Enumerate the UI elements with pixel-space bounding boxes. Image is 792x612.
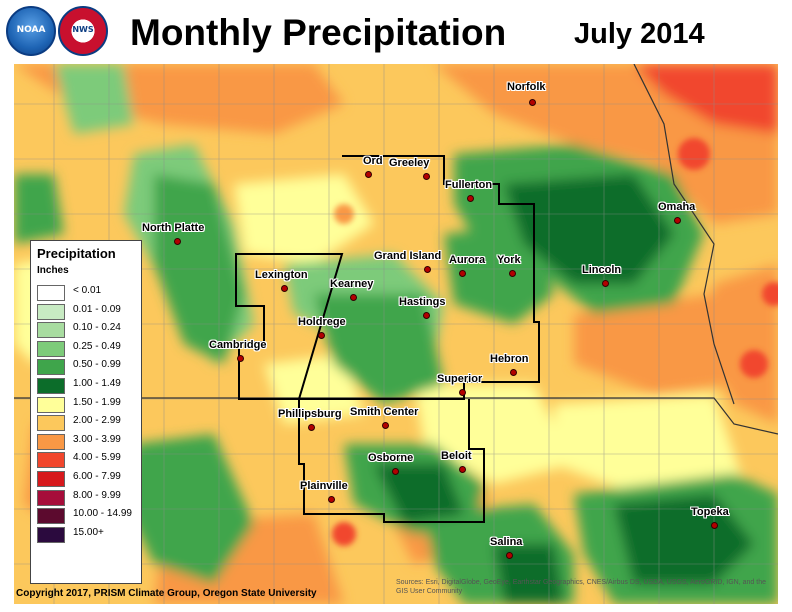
legend-label: 10.00 - 14.99 — [73, 508, 132, 520]
city-label: Omaha — [658, 201, 696, 213]
city-marker — [350, 294, 357, 301]
map-sources: Sources: Esri, DigitalGlobe, GeoEye, Ear… — [396, 579, 766, 595]
city-marker — [459, 270, 466, 277]
legend-swatch — [37, 526, 65, 543]
city-label: Lincoln — [582, 264, 622, 276]
legend-title: Precipitation — [37, 246, 116, 261]
legend-swatch — [37, 489, 65, 506]
city-label: Holdrege — [298, 316, 346, 328]
city-label: Osborne — [368, 452, 414, 464]
city-marker — [423, 173, 430, 180]
legend-swatch — [37, 415, 65, 432]
city-marker — [509, 270, 516, 277]
map-title: Monthly Precipitation — [130, 12, 507, 53]
legend-label: 2.00 - 2.99 — [73, 415, 121, 427]
legend-swatch — [37, 452, 65, 469]
legend-label: 4.00 - 5.99 — [73, 452, 121, 464]
legend-swatch — [37, 470, 65, 487]
city-marker — [529, 99, 536, 106]
city-marker — [281, 285, 288, 292]
city-label: Superior — [437, 373, 483, 385]
noaa-logo: NOAA — [6, 6, 56, 56]
city-label: Salina — [490, 536, 523, 548]
city-marker — [506, 552, 513, 559]
city-label: Phillipsburg — [278, 408, 342, 420]
legend-swatch — [37, 285, 65, 301]
legend-label: 6.00 - 7.99 — [73, 470, 121, 482]
city-marker — [308, 424, 315, 431]
legend-swatch — [37, 433, 65, 450]
city-label: Fullerton — [445, 179, 493, 191]
city-label: Hebron — [490, 353, 529, 365]
city-marker — [392, 468, 399, 475]
city-label: Smith Center — [350, 406, 419, 418]
city-label: Aurora — [449, 254, 486, 266]
city-marker — [711, 522, 718, 529]
noaa-logo-text: NOAA — [16, 25, 46, 35]
legend-label: 0.01 - 0.09 — [73, 303, 121, 315]
city-marker — [328, 496, 335, 503]
city-marker — [318, 332, 325, 339]
nws-logo: NWS — [58, 6, 108, 56]
legend-label: 3.00 - 3.99 — [73, 433, 121, 445]
legend-swatch — [37, 303, 65, 320]
city-marker — [602, 280, 609, 287]
legend-swatch — [37, 340, 65, 357]
city-label: Plainville — [300, 480, 348, 492]
city-label: York — [497, 254, 521, 266]
legend-label: 1.50 - 1.99 — [73, 396, 121, 408]
nws-logo-text: NWS — [72, 25, 94, 34]
legend-swatch — [37, 322, 65, 339]
legend-label: 15.00+ — [73, 526, 104, 538]
city-label: Cambridge — [209, 339, 267, 351]
city-marker — [459, 466, 466, 473]
city-label: Beloit — [441, 450, 472, 462]
city-marker — [510, 369, 517, 376]
city-label: Topeka — [691, 506, 729, 518]
legend-swatch — [37, 508, 65, 525]
legend-swatch — [37, 359, 65, 376]
legend-label: 0.50 - 0.99 — [73, 359, 121, 371]
city-marker — [382, 422, 389, 429]
city-label: Norfolk — [507, 81, 546, 93]
legend-swatch — [37, 377, 65, 394]
city-marker — [674, 217, 681, 224]
legend-label: 1.00 - 1.49 — [73, 377, 121, 389]
city-label: North Platte — [142, 222, 205, 234]
city-label: Ord — [363, 155, 383, 167]
city-marker — [237, 355, 244, 362]
legend-label: 0.25 - 0.49 — [73, 340, 121, 352]
city-label: Kearney — [330, 278, 374, 290]
city-label: Grand Island — [374, 250, 442, 262]
city-marker — [459, 389, 466, 396]
city-marker — [365, 171, 372, 178]
city-marker — [424, 266, 431, 273]
city-label: Greeley — [389, 157, 430, 169]
legend-label: < 0.01 — [73, 285, 102, 296]
city-marker — [174, 238, 181, 245]
city-marker — [423, 312, 430, 319]
copyright: Copyright 2017, PRISM Climate Group, Ore… — [16, 588, 317, 599]
city-label: Lexington — [255, 269, 308, 281]
map-date: July 2014 — [574, 18, 705, 50]
legend-units: Inches — [37, 265, 69, 276]
legend-label: 0.10 - 0.24 — [73, 322, 121, 334]
legend: Precipitation Inches < 0.01 0.01 - 0.09 0.… — [30, 240, 142, 584]
legend-label: 8.00 - 9.99 — [73, 489, 121, 501]
service-area-outline — [235, 155, 540, 523]
city-marker — [467, 195, 474, 202]
city-label: Hastings — [399, 296, 446, 308]
legend-swatch — [37, 396, 65, 413]
header: NOAA NWS Monthly Precipitation July 2014 — [0, 0, 792, 64]
